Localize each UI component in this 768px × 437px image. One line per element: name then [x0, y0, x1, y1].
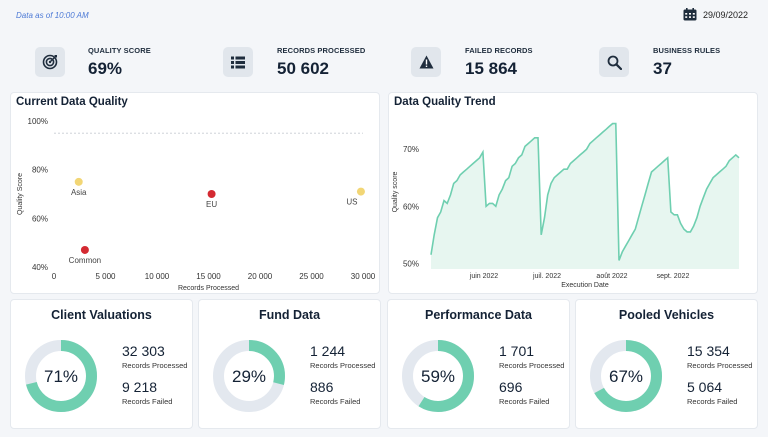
kpi-business-rules: BUSINESS RULES 37	[599, 40, 720, 84]
records-failed-label: Records Failed	[310, 397, 361, 406]
x-tick-label: 10 000	[145, 272, 170, 281]
donut-percent: 59%	[421, 367, 455, 386]
x-tick-label: 25 000	[299, 272, 324, 281]
kpi-label: FAILED RECORDS	[465, 45, 533, 55]
donut-percent: 67%	[609, 367, 643, 386]
donut-fill	[590, 340, 662, 412]
trend-chart: 70% 60% 50% juin 2022 juil. 2022 août 2022 sep…	[392, 122, 740, 289]
data-quality-trend-panel: Data Quality Trend 70% 60% 50% juin 2022 jui…	[388, 92, 758, 294]
scatter-chart: 100% 80% 60% 40% 0 5 000 10 000 15 000 20 000 25 …	[17, 117, 376, 292]
records-processed-label: Records Processed	[499, 361, 565, 370]
kpi-label: RECORDS PROCESSED	[277, 45, 366, 55]
x-tick-label: 20 000	[248, 272, 273, 281]
card-pooled-vehicles[interactable]: Pooled Vehicles 67% 15 354 Records Proce…	[575, 299, 758, 429]
point-label: Common	[69, 256, 101, 265]
card-title: Performance Data	[425, 308, 532, 322]
scatter-point-us[interactable]	[356, 187, 365, 196]
x-tick-label: sept. 2022	[657, 273, 690, 280]
kpi-quality-score: QUALITY SCORE 69%	[35, 40, 151, 84]
card-performance-data[interactable]: Performance Data 59% 1 701 Records Proce…	[387, 299, 570, 429]
kpi-value: 50 602	[277, 58, 329, 78]
records-processed-value: 32 303	[122, 343, 165, 359]
kpi-records-processed: RECORDS PROCESSED 50 602	[223, 40, 365, 84]
scatter-point-eu[interactable]	[207, 190, 216, 198]
donut-percent: 29%	[232, 367, 266, 386]
y-tick-label: 80%	[32, 166, 48, 175]
trend-area	[431, 123, 739, 269]
records-processed-label: Records Processed	[310, 361, 376, 370]
y-axis-label: Quality score	[392, 171, 399, 212]
card-title: Pooled Vehicles	[618, 308, 715, 322]
kpi-value: 15 864	[465, 58, 517, 78]
y-tick-label: 100%	[28, 117, 48, 126]
y-tick-label: 70%	[403, 145, 419, 154]
current-data-quality-panel: Current Data Quality 100% 80% 60% 40% 0 5 000…	[10, 92, 380, 294]
y-tick-label: 60%	[403, 202, 419, 211]
donut-chart: 71%	[25, 340, 97, 412]
current-date: 29/09/2022	[702, 9, 748, 20]
x-tick-label: 5 000	[95, 272, 116, 281]
donut-chart: 29%	[213, 340, 285, 412]
top-bar: Data as of 10:00 AM 29/09/2022	[0, 0, 768, 32]
scatter-point-common[interactable]	[80, 245, 89, 254]
x-tick-label: 0	[52, 272, 57, 281]
donut-fill	[402, 340, 474, 412]
x-axis-label: Records Processed	[178, 285, 239, 292]
warning-icon	[411, 47, 441, 77]
kpi-failed-records: FAILED RECORDS 15 864	[411, 40, 533, 84]
x-tick-label: juil. 2022	[532, 273, 561, 280]
y-tick-label: 60%	[32, 214, 48, 223]
date-picker[interactable]: 29/09/2022	[683, 8, 748, 21]
card-title: Fund Data	[258, 308, 321, 322]
point-label: EU	[206, 200, 217, 209]
target-icon	[35, 47, 65, 77]
records-failed-value: 9 218	[122, 379, 158, 395]
x-tick-label: juin 2022	[469, 273, 499, 280]
list-icon	[223, 47, 253, 77]
card-client-valuations[interactable]: Client Valuations 71% 32 303 Records Pro…	[10, 299, 193, 429]
records-processed-label: Records Processed	[687, 361, 753, 370]
panel-title: Current Data Quality	[16, 96, 128, 108]
x-tick-label: 30 000	[351, 272, 376, 281]
y-axis-label: Quality Score	[17, 173, 24, 215]
records-failed-label: Records Failed	[499, 397, 550, 406]
records-failed-value: 886	[310, 379, 334, 395]
records-processed-value: 1 701	[499, 343, 535, 359]
data-as-of-text: Data as of 10:00 AM	[16, 11, 89, 20]
card-fund-data[interactable]: Fund Data 29% 1 244 Records Processed 88…	[198, 299, 381, 429]
records-failed-label: Records Failed	[687, 397, 738, 406]
scatter-point-asia[interactable]	[74, 177, 83, 186]
calendar-icon	[683, 8, 697, 21]
y-tick-label: 40%	[32, 263, 48, 272]
kpi-value: 69%	[88, 58, 123, 78]
records-processed-value: 15 354	[687, 343, 730, 359]
records-processed-label: Records Processed	[122, 361, 188, 370]
x-tick-label: 15 000	[196, 272, 221, 281]
search-icon	[599, 47, 629, 77]
card-title: Client Valuations	[51, 308, 152, 322]
trend-line[interactable]	[430, 122, 740, 261]
y-tick-label: 50%	[403, 259, 419, 268]
point-label: Asia	[71, 188, 87, 197]
x-tick-label: août 2022	[596, 273, 627, 280]
donut-fill	[213, 340, 285, 412]
donut-percent: 71%	[44, 367, 78, 386]
donut-fill	[25, 340, 97, 412]
point-label: US	[346, 198, 357, 207]
donut-chart: 67%	[590, 340, 662, 412]
kpi-label: BUSINESS RULES	[653, 45, 721, 55]
donut-chart: 59%	[402, 340, 474, 412]
kpi-value: 37	[653, 58, 672, 78]
kpi-label: QUALITY SCORE	[88, 45, 151, 55]
panel-title: Data Quality Trend	[394, 96, 496, 108]
records-failed-value: 5 064	[687, 379, 723, 395]
records-failed-label: Records Failed	[122, 397, 173, 406]
records-processed-value: 1 244	[310, 343, 346, 359]
x-axis-label: Execution Date	[561, 282, 609, 289]
records-failed-value: 696	[499, 379, 523, 395]
